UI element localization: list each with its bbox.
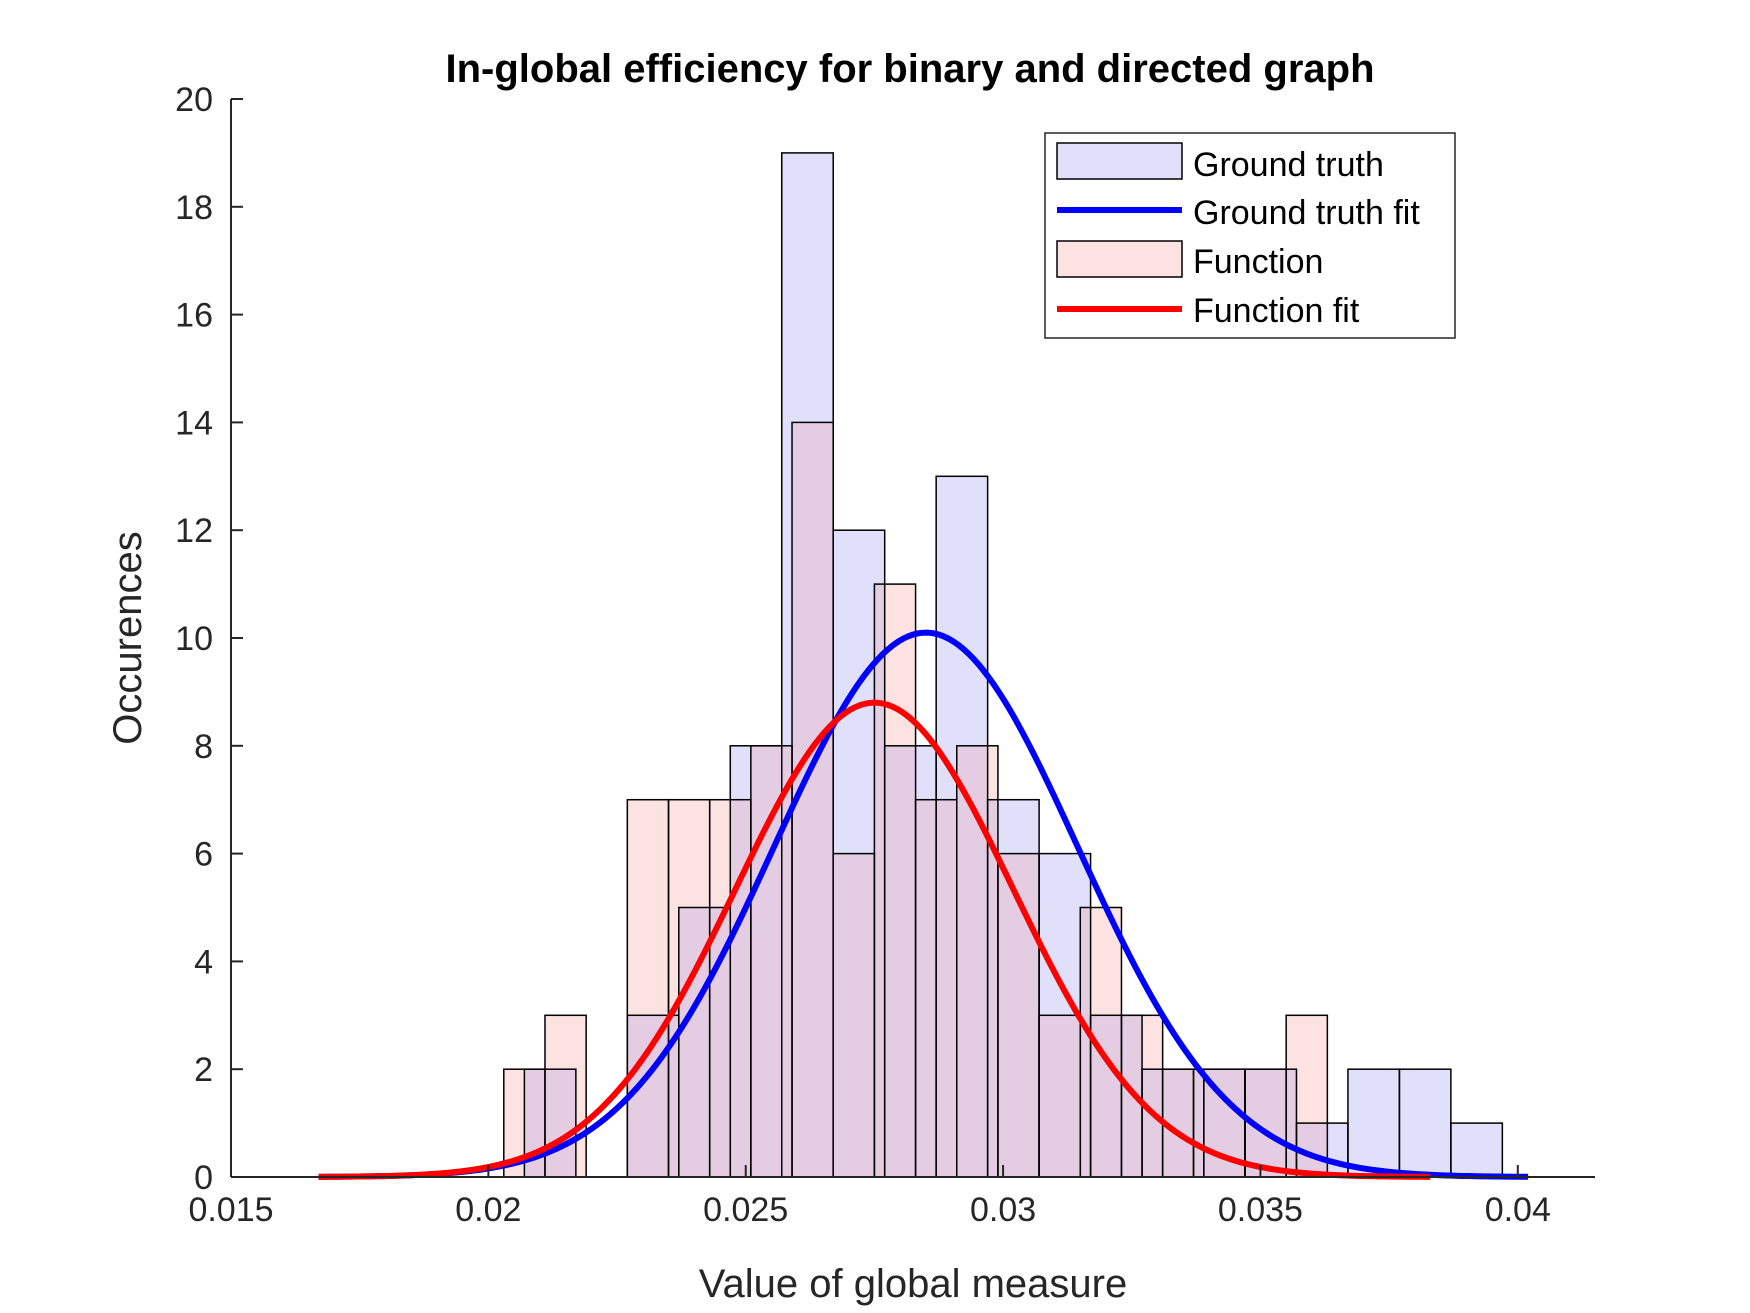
legend-label-ground-truth-fit: Ground truth fit	[1193, 194, 1420, 232]
legend: Ground truth Ground truth fit Function F…	[1044, 132, 1456, 339]
y-tick-label: 6	[194, 836, 213, 874]
curve-function-fit	[318, 699, 1431, 1180]
bar-overlap-22	[1142, 1069, 1163, 1177]
y-tick-label: 2	[194, 1051, 213, 1089]
bar-overlap-13	[915, 799, 937, 1177]
legend-label-function-fit: Function fit	[1193, 292, 1360, 330]
legend-swatch-ground-truth	[1056, 142, 1183, 180]
y-tick-label: 14	[175, 404, 213, 442]
bar-overlap-10	[833, 853, 875, 1177]
x-tick-label: 0.04	[1485, 1191, 1551, 1229]
y-tick-label: 4	[194, 943, 213, 981]
y-tick-label: 8	[194, 728, 213, 766]
bar-overlap-11	[874, 584, 885, 1177]
legend-swatch-function	[1056, 240, 1183, 278]
bar-overlap-1	[544, 1069, 576, 1177]
y-tick-label: 20	[175, 81, 213, 119]
bar-overlap-24	[1193, 1069, 1204, 1177]
y-tick-label: 0	[194, 1159, 213, 1197]
bar-overlap-2	[627, 1015, 669, 1177]
x-ticks: 0.015 0.02 0.025 0.03 0.035 0.04	[188, 1165, 1551, 1229]
bar-overlap-19	[1080, 907, 1091, 1177]
bar-overlap-3	[668, 1015, 679, 1177]
bar-ground-truth-17	[1450, 1123, 1503, 1177]
x-tick-label: 0.025	[703, 1191, 788, 1229]
x-tick-label: 0.03	[970, 1191, 1036, 1229]
bar-overlap-16	[987, 799, 998, 1177]
fit-curves-layer	[318, 629, 1529, 1180]
bar-overlap-17	[997, 853, 1040, 1177]
bar-overlap-7	[750, 745, 782, 1177]
x-axis-label: Value of global measure	[699, 1262, 1127, 1306]
bar-ground-truth-16	[1399, 1069, 1451, 1177]
x-tick-label: 0.035	[1218, 1191, 1303, 1229]
y-tick-label: 16	[175, 297, 213, 335]
x-tick-label: 0.02	[455, 1191, 521, 1229]
bar-ground-truth-15	[1347, 1069, 1400, 1177]
x-tick-label: 0.015	[188, 1191, 273, 1229]
bar-overlap-21	[1121, 1015, 1143, 1177]
bar-overlap-27	[1286, 1069, 1297, 1177]
bar-overlap-8	[781, 745, 793, 1177]
bar-overlap-14	[936, 799, 957, 1177]
y-tick-label: 18	[175, 189, 213, 227]
bar-overlap-18	[1039, 1015, 1081, 1177]
bars-layer	[503, 152, 1504, 1178]
legend-label-ground-truth: Ground truth	[1193, 146, 1384, 184]
bar-overlap-6	[730, 799, 751, 1177]
y-ticks: 0 2 4 6 8 10 12 14 16 18 20	[175, 81, 243, 1197]
y-tick-label: 10	[175, 620, 213, 658]
y-axis-label: Occurences	[106, 531, 150, 744]
chart-title: In-global efficiency for binary and dire…	[445, 47, 1374, 91]
bar-overlap-12	[884, 745, 916, 1177]
bar-overlap-15	[956, 745, 988, 1177]
axes: 0.015 0.02 0.025 0.03 0.035 0.04 0 2 4 6 8 10 12 14 1…	[175, 81, 1595, 1229]
y-tick-label: 12	[175, 512, 213, 550]
legend-label-function: Function	[1193, 243, 1323, 281]
